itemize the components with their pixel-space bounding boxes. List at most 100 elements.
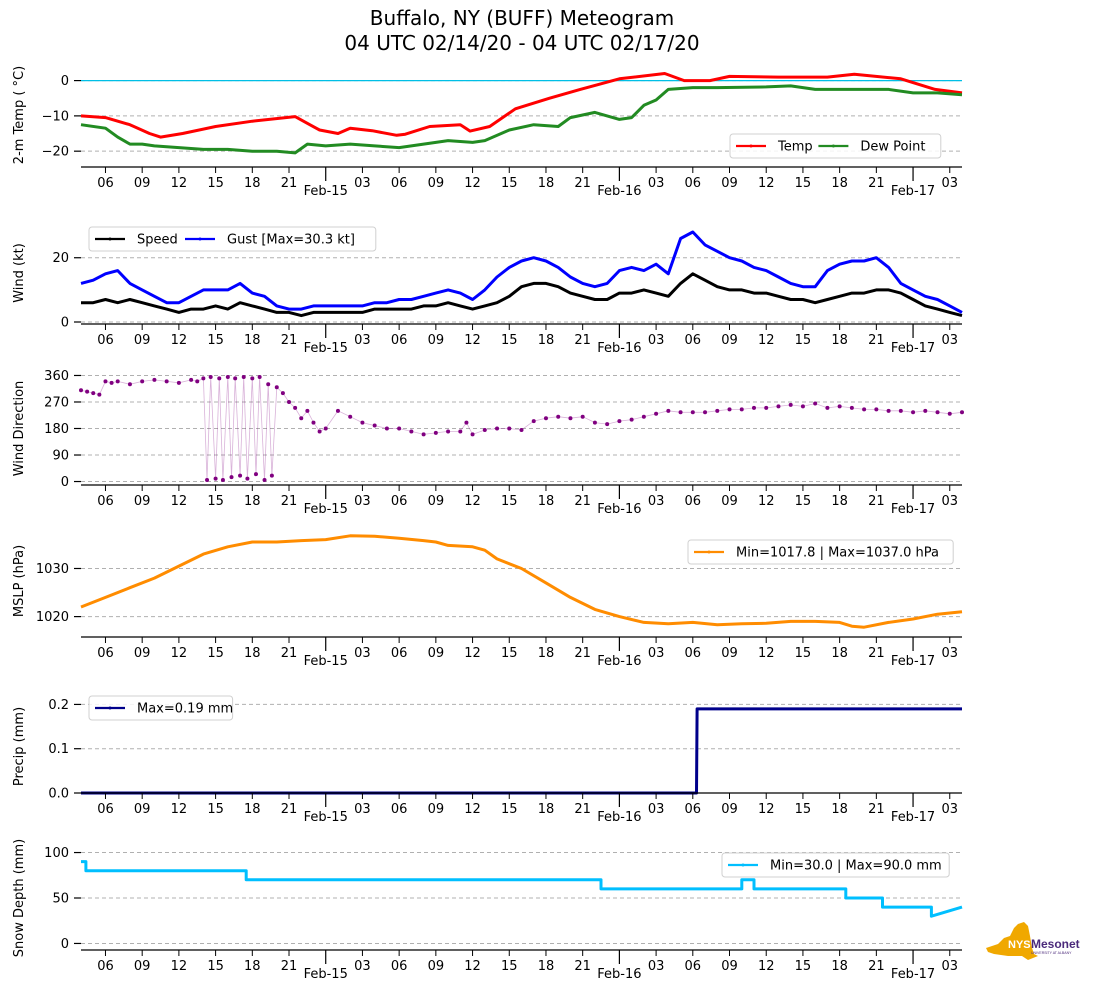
y-tick-label: 0.1: [48, 742, 69, 757]
x-tick-label: 21: [281, 494, 298, 509]
data-point: [813, 401, 818, 406]
x-tick-label: 06: [391, 802, 408, 817]
x-day-label: Feb-16: [597, 502, 641, 517]
data-point: [323, 426, 328, 431]
x-day-label: Feb-16: [597, 810, 641, 825]
x-tick-label: 18: [244, 646, 261, 661]
x-day-label: Feb-17: [891, 654, 935, 669]
x-tick-label: 03: [648, 176, 665, 191]
x-tick-label: 09: [134, 646, 151, 661]
x-tick-label: 12: [758, 494, 775, 509]
data-point: [837, 404, 842, 409]
series-line-min-30-0-max-90-0-mm: [81, 860, 963, 918]
x-day-label: Feb-16: [597, 341, 641, 356]
data-point: [592, 420, 597, 425]
x-day-label: Feb-15: [304, 502, 348, 517]
x-tick-label: 12: [758, 176, 775, 191]
data-point: [262, 478, 267, 483]
x-tick-label: 12: [758, 802, 775, 817]
x-tick-label: 15: [207, 646, 224, 661]
data-point: [317, 429, 322, 434]
y-tick-label: 100: [44, 846, 69, 861]
data-point: [140, 379, 145, 384]
data-point: [654, 411, 659, 416]
data-point: [739, 407, 744, 412]
data-point: [287, 399, 292, 404]
legend-marker: [749, 144, 753, 148]
x-tick-label: 03: [648, 494, 665, 509]
x-tick-label: 06: [685, 494, 702, 509]
x-day-label: Feb-17: [891, 341, 935, 356]
new-york-state-shape-icon: [986, 922, 1038, 960]
y-tick-label: 0.0: [48, 787, 69, 802]
panel-precip: 0.0 0.1 0.2 Precip (mm) 06 09 12 15 18 21 03 06 09 12…: [12, 695, 962, 825]
legend-label: Min=30.0 | Max=90.0 mm: [770, 859, 942, 874]
data-point: [208, 374, 213, 379]
x-tick-label: 03: [354, 494, 371, 509]
x-tick-label: 15: [501, 646, 518, 661]
chart-title-line1: Buffalo, NY (BUFF) Meteogram: [369, 6, 675, 30]
x-tick-label: 12: [171, 646, 188, 661]
x-tick-label: 09: [134, 802, 151, 817]
y-tick-label: 1030: [36, 562, 69, 577]
series-line-max-0-19-mm: [81, 707, 962, 795]
data-point: [960, 410, 964, 415]
data-point: [360, 420, 365, 425]
x-day-label: Feb-15: [304, 967, 348, 982]
data-point: [605, 422, 610, 427]
data-point: [269, 473, 274, 478]
x-tick-label: 21: [574, 802, 591, 817]
y-tick-label: −20: [42, 145, 69, 160]
x-tick-label: 21: [868, 959, 885, 974]
data-point: [195, 379, 200, 384]
x-tick-label: 03: [648, 802, 665, 817]
x-tick-label: 03: [354, 646, 371, 661]
series-line-gust-max-30-3-kt: [80, 230, 963, 314]
data-point: [91, 391, 96, 396]
x-tick-label: 03: [648, 646, 665, 661]
data-point: [225, 374, 230, 379]
x-tick-label: 09: [428, 646, 445, 661]
data-point: [241, 374, 246, 379]
data-point: [280, 391, 285, 396]
x-tick-label: 12: [464, 494, 481, 509]
data-point: [205, 478, 210, 483]
x-tick-label: 09: [428, 333, 445, 348]
x-tick-label: 12: [171, 494, 188, 509]
x-tick-label: 06: [97, 646, 114, 661]
x-tick-label: 12: [464, 802, 481, 817]
data-point: [335, 408, 340, 413]
y-tick-label: 0: [61, 937, 69, 952]
data-point: [678, 410, 683, 415]
x-tick-label: 21: [281, 959, 298, 974]
series-line-wdir: [80, 376, 963, 481]
x-tick-label: 15: [207, 802, 224, 817]
legend-box: [721, 852, 950, 878]
data-point: [127, 382, 132, 387]
x-tick-label: 21: [281, 333, 298, 348]
data-point: [85, 389, 90, 394]
x-tick-label: 21: [281, 176, 298, 191]
x-tick-label: 15: [795, 646, 812, 661]
x-tick-label: 09: [428, 802, 445, 817]
legend-label: Min=1017.8 | Max=1037.0 hPa: [736, 546, 939, 561]
data-point: [464, 420, 469, 425]
x-tick-label: 15: [207, 333, 224, 348]
legend-marker: [108, 706, 112, 710]
x-tick-label: 15: [501, 494, 518, 509]
x-tick-label: 18: [244, 333, 261, 348]
y-axis-label: Snow Depth (mm): [12, 839, 27, 957]
x-tick-label: 12: [464, 959, 481, 974]
data-point: [568, 416, 573, 421]
x-tick-label: 18: [538, 494, 555, 509]
data-point: [935, 410, 940, 415]
y-tick-label: 0: [61, 475, 69, 490]
data-point: [253, 472, 258, 477]
y-axis-label: Precip (mm): [12, 707, 27, 786]
x-tick-label: 15: [501, 176, 518, 191]
data-point: [556, 414, 561, 419]
data-point: [433, 430, 438, 435]
legend-box: [88, 226, 377, 252]
